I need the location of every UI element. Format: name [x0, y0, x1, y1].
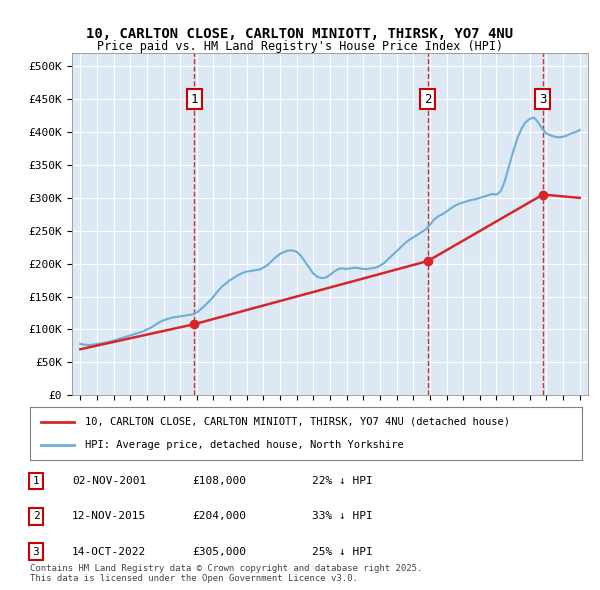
Text: 1: 1 [190, 93, 198, 106]
Text: 1: 1 [32, 476, 40, 486]
Text: 10, CARLTON CLOSE, CARLTON MINIOTT, THIRSK, YO7 4NU: 10, CARLTON CLOSE, CARLTON MINIOTT, THIR… [86, 27, 514, 41]
Text: 2: 2 [424, 93, 431, 106]
Text: 25% ↓ HPI: 25% ↓ HPI [312, 547, 373, 556]
Text: 10, CARLTON CLOSE, CARLTON MINIOTT, THIRSK, YO7 4NU (detached house): 10, CARLTON CLOSE, CARLTON MINIOTT, THIR… [85, 417, 510, 427]
Text: £108,000: £108,000 [192, 476, 246, 486]
Text: Price paid vs. HM Land Registry's House Price Index (HPI): Price paid vs. HM Land Registry's House … [97, 40, 503, 53]
Text: 12-NOV-2015: 12-NOV-2015 [72, 512, 146, 521]
Text: 3: 3 [539, 93, 547, 106]
Text: 14-OCT-2022: 14-OCT-2022 [72, 547, 146, 556]
Text: 02-NOV-2001: 02-NOV-2001 [72, 476, 146, 486]
Text: £305,000: £305,000 [192, 547, 246, 556]
Text: HPI: Average price, detached house, North Yorkshire: HPI: Average price, detached house, Nort… [85, 440, 404, 450]
Text: 2: 2 [32, 512, 40, 521]
Text: 22% ↓ HPI: 22% ↓ HPI [312, 476, 373, 486]
Text: 3: 3 [32, 547, 40, 556]
Text: Contains HM Land Registry data © Crown copyright and database right 2025.
This d: Contains HM Land Registry data © Crown c… [30, 563, 422, 583]
Text: £204,000: £204,000 [192, 512, 246, 521]
Text: 33% ↓ HPI: 33% ↓ HPI [312, 512, 373, 521]
